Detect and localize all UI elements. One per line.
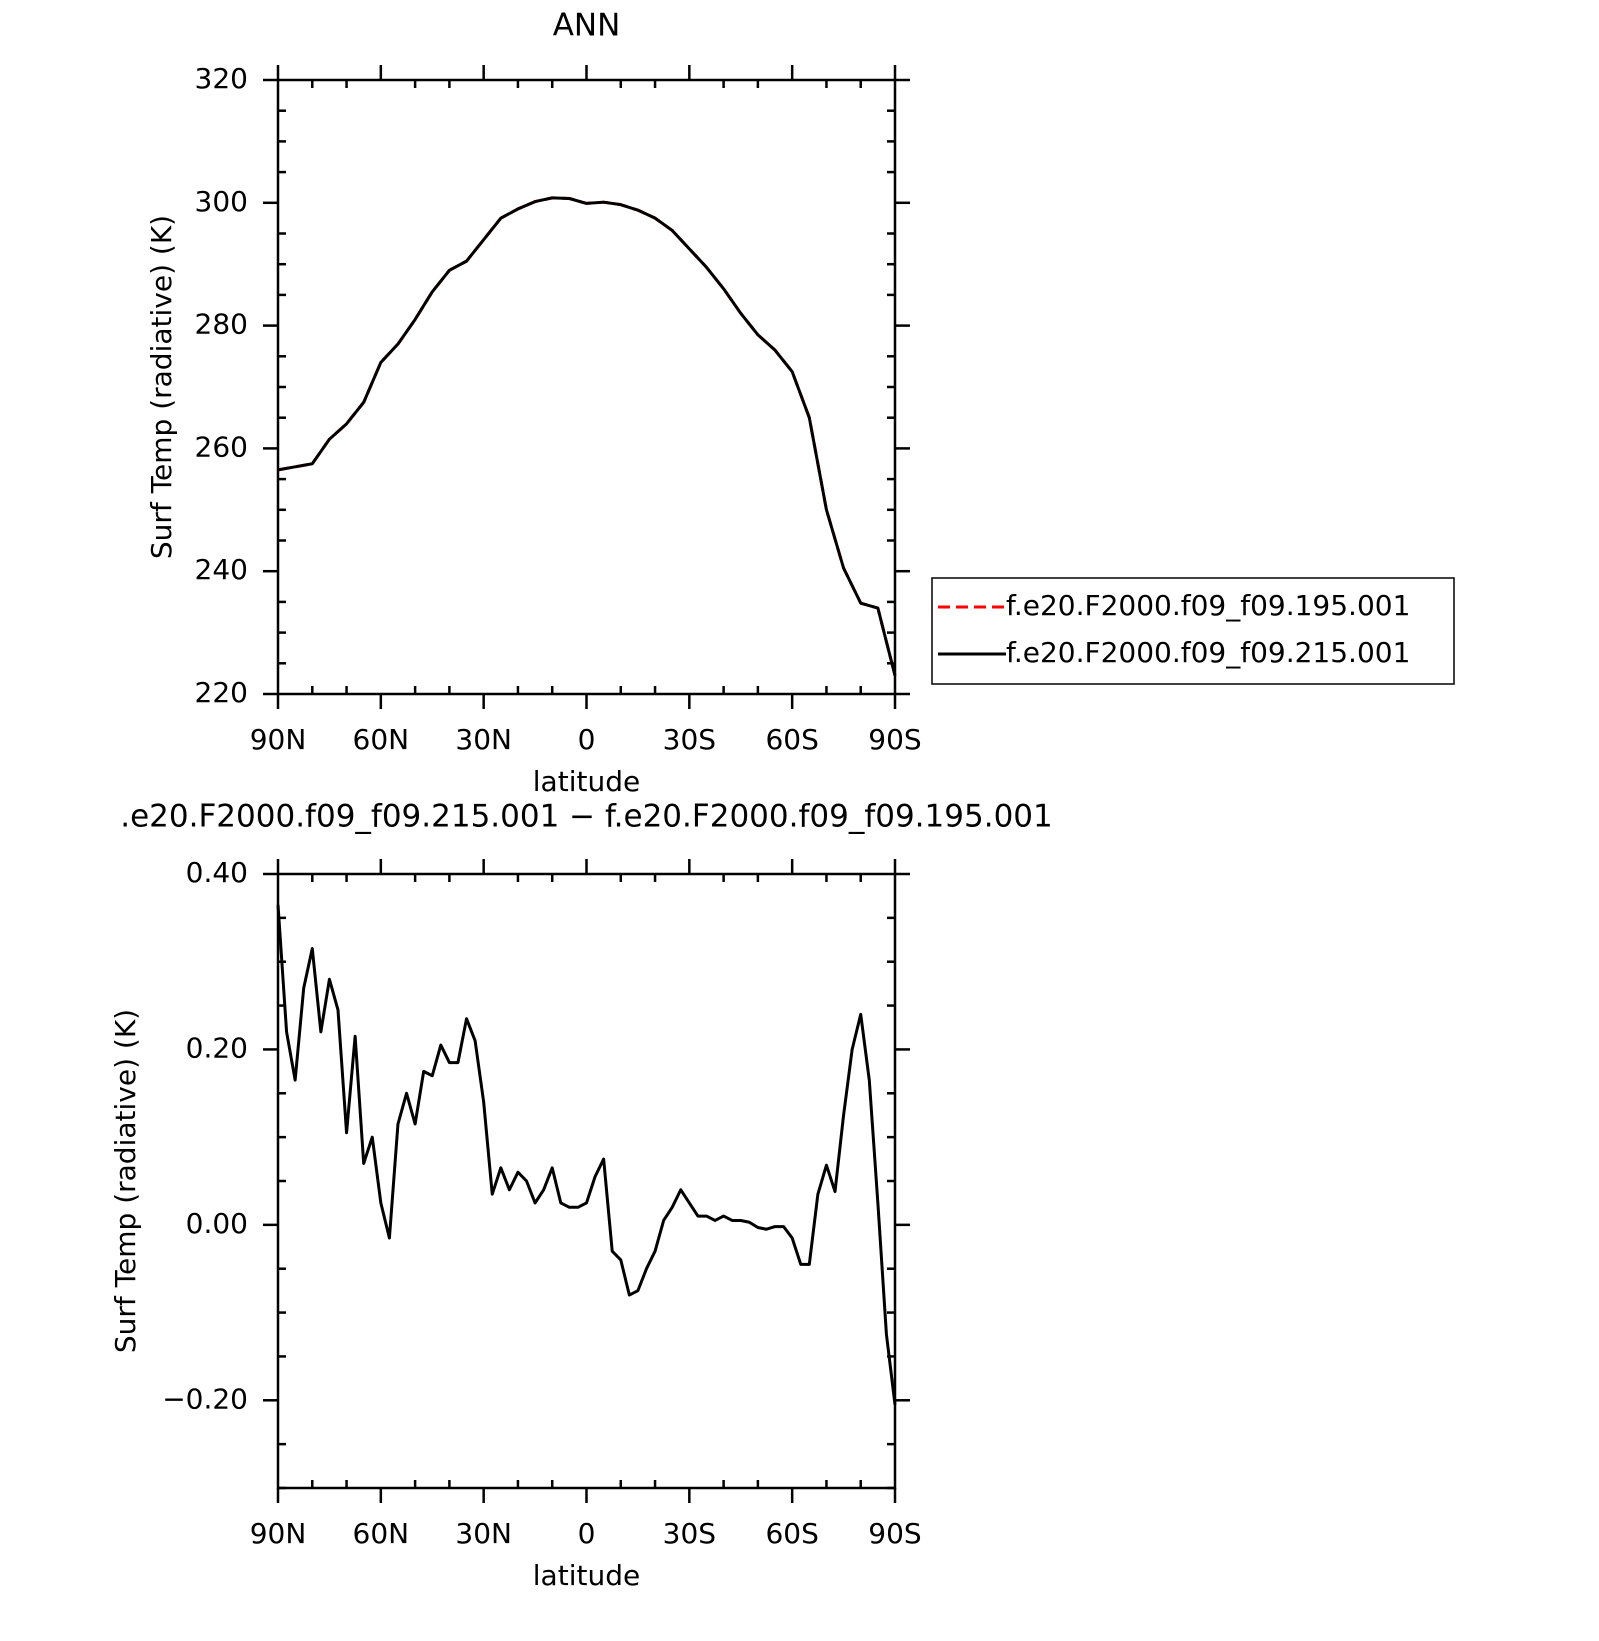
plot-frame [276, 78, 897, 696]
x-tick-label: 30N [455, 723, 512, 756]
legend-label: f.e20.F2000.f09_f09.215.001 [1006, 636, 1410, 669]
y-tick-label: 240 [195, 553, 248, 586]
y-tick-label: 220 [195, 676, 248, 709]
x-axis-label: latitude [533, 1559, 640, 1592]
x-tick-label: 30N [455, 1517, 512, 1550]
x-tick-label: 0 [578, 1517, 596, 1550]
chart-title: .e20.F2000.f09_f09.215.001 − f.e20.F2000… [120, 799, 1052, 835]
y-tick-label: 300 [195, 185, 248, 218]
data-line [276, 904, 897, 1405]
x-tick-label: 60S [765, 723, 818, 756]
chart-title: ANN [553, 8, 621, 44]
x-axis-label: latitude [533, 765, 640, 798]
x-tick-label: 0 [578, 723, 596, 756]
x-tick-label: 60S [765, 1517, 818, 1550]
y-tick-label: −0.20 [162, 1382, 248, 1415]
x-tick-label: 90N [250, 1517, 307, 1550]
data-line [277, 196, 897, 676]
y-tick-label: 0.20 [186, 1031, 248, 1064]
x-tick-label: 30S [663, 723, 716, 756]
legend-label: f.e20.F2000.f09_f09.195.001 [1006, 589, 1410, 622]
data-line [277, 196, 897, 676]
plot-frame [276, 872, 897, 1490]
x-tick-label: 60N [353, 723, 410, 756]
y-tick-label: 0.00 [186, 1207, 248, 1240]
x-tick-label: 90S [868, 1517, 921, 1550]
legend-box [931, 577, 1455, 685]
x-tick-label: 90S [868, 723, 921, 756]
y-tick-label: 320 [195, 62, 248, 95]
y-tick-label: 260 [195, 430, 248, 463]
y-axis-label: Surf Temp (radiative) (K) [145, 215, 178, 559]
y-axis-label: Surf Temp (radiative) (K) [109, 1009, 142, 1353]
y-tick-label: 280 [195, 308, 248, 341]
y-tick-label: 0.40 [186, 856, 248, 889]
x-tick-label: 90N [250, 723, 307, 756]
x-tick-label: 60N [353, 1517, 410, 1550]
x-tick-label: 30S [663, 1517, 716, 1550]
